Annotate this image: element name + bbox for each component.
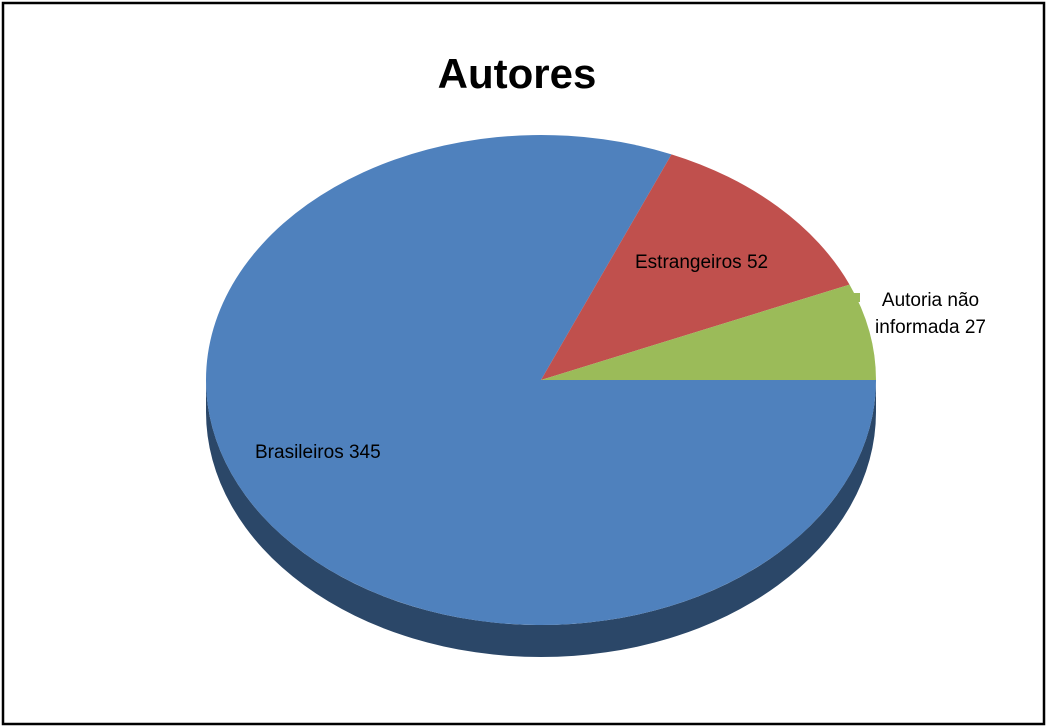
label-value: 27 bbox=[964, 317, 986, 338]
label-text: Autoria não informada 27 bbox=[868, 287, 993, 341]
chart-title: Autores bbox=[438, 50, 597, 97]
label-category: Autoria não informada bbox=[875, 290, 980, 338]
label-category: Brasileiros bbox=[255, 442, 344, 463]
data-label: Autoria não informada 27 bbox=[851, 287, 993, 341]
pie-slice bbox=[541, 284, 876, 380]
label-value: 52 bbox=[746, 252, 769, 273]
label-marker bbox=[238, 445, 247, 454]
pie-slice bbox=[205, 134, 876, 625]
label-category: Estrangeiros bbox=[635, 252, 742, 273]
label-marker bbox=[618, 255, 627, 264]
pie-slice bbox=[541, 154, 850, 380]
label-marker bbox=[851, 293, 860, 302]
label-text: Brasileiros 345 bbox=[255, 439, 381, 466]
data-label: Estrangeiros 52 bbox=[618, 249, 768, 276]
label-text: Estrangeiros 52 bbox=[635, 249, 768, 276]
label-value: 345 bbox=[348, 442, 381, 463]
data-label: Brasileiros 345 bbox=[238, 439, 381, 466]
